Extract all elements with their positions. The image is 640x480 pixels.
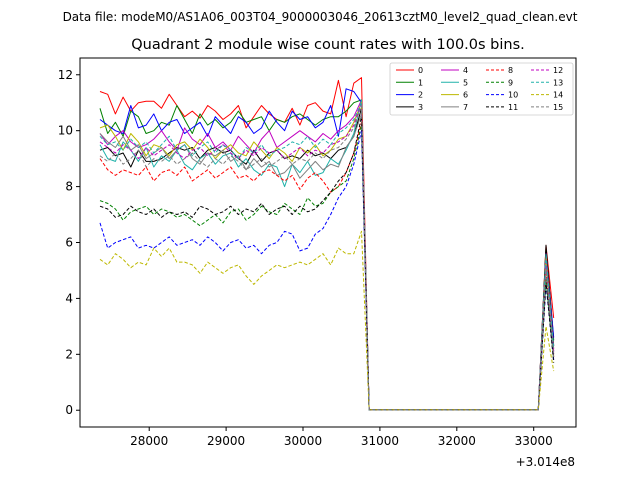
legend-label-15: 15 — [553, 103, 563, 112]
legend-label-12: 12 — [553, 66, 563, 75]
chart-title: Quadrant 2 module wise count rates with … — [131, 37, 525, 53]
legend-label-2: 2 — [418, 91, 423, 100]
series-line-15 — [99, 105, 555, 411]
legend-label-11: 11 — [508, 103, 518, 112]
legend-label-0: 0 — [418, 66, 423, 75]
legend-label-9: 9 — [508, 78, 513, 87]
legend-label-3: 3 — [418, 103, 423, 112]
y-tick-label: 2 — [65, 347, 73, 361]
x-tick-label: 31000 — [361, 434, 399, 448]
series-line-14 — [99, 230, 555, 411]
legend-label-4: 4 — [463, 66, 468, 75]
legend-box — [389, 62, 574, 116]
legend-label-14: 14 — [553, 91, 563, 100]
x-axis: 28000 29000 30000 31000 32000 33000 — [130, 427, 553, 448]
legend-label-10: 10 — [508, 91, 518, 100]
series-group — [99, 77, 555, 411]
y-tick-label: 10 — [58, 124, 73, 138]
legend-label-8: 8 — [508, 66, 513, 75]
x-offset-label: +3.014e8 — [516, 455, 575, 469]
x-tick-label: 30000 — [284, 434, 322, 448]
legend-label-6: 6 — [463, 91, 468, 100]
y-axis: 0 2 4 6 8 10 12 — [58, 68, 80, 417]
y-tick-label: 0 — [65, 403, 73, 417]
y-tick-label: 6 — [65, 236, 73, 250]
x-tick-label: 29000 — [207, 434, 245, 448]
y-tick-label: 12 — [58, 68, 73, 82]
y-tick-label: 4 — [65, 291, 73, 305]
legend-label-13: 13 — [553, 78, 563, 87]
x-tick-label: 32000 — [438, 434, 476, 448]
legend-label-5: 5 — [463, 78, 468, 87]
x-tick-label: 33000 — [515, 434, 553, 448]
y-tick-label: 8 — [65, 180, 73, 194]
legend-label-1: 1 — [418, 78, 423, 87]
x-tick-label: 28000 — [130, 434, 168, 448]
data-file-label: Data file: modeM0/AS1A06_003T04_90000030… — [63, 10, 578, 24]
legend-label-7: 7 — [463, 103, 468, 112]
